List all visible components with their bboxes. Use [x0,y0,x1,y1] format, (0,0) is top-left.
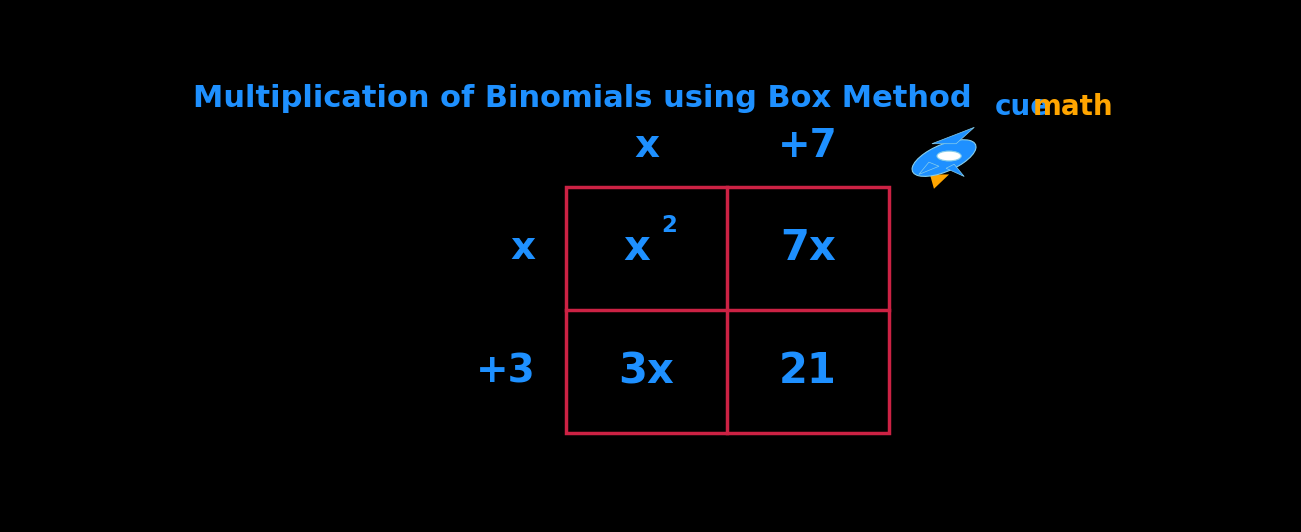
Text: +3: +3 [476,352,536,390]
Polygon shape [932,127,974,144]
Text: +7: +7 [778,127,838,165]
Ellipse shape [912,140,976,177]
Circle shape [937,151,961,161]
Text: cue: cue [994,93,1050,121]
Text: 3x: 3x [619,350,674,392]
Text: x: x [623,227,650,269]
Text: 21: 21 [779,350,837,392]
Text: 2: 2 [661,214,677,237]
Polygon shape [930,174,950,189]
Text: math: math [1033,93,1114,121]
Text: 7x: 7x [781,227,835,269]
Polygon shape [946,164,964,177]
Text: x: x [510,229,536,267]
Bar [566,187,889,433]
Polygon shape [919,162,939,174]
Text: Multiplication of Binomials using Box Method: Multiplication of Binomials using Box Me… [193,85,972,113]
Text: x: x [634,127,660,165]
